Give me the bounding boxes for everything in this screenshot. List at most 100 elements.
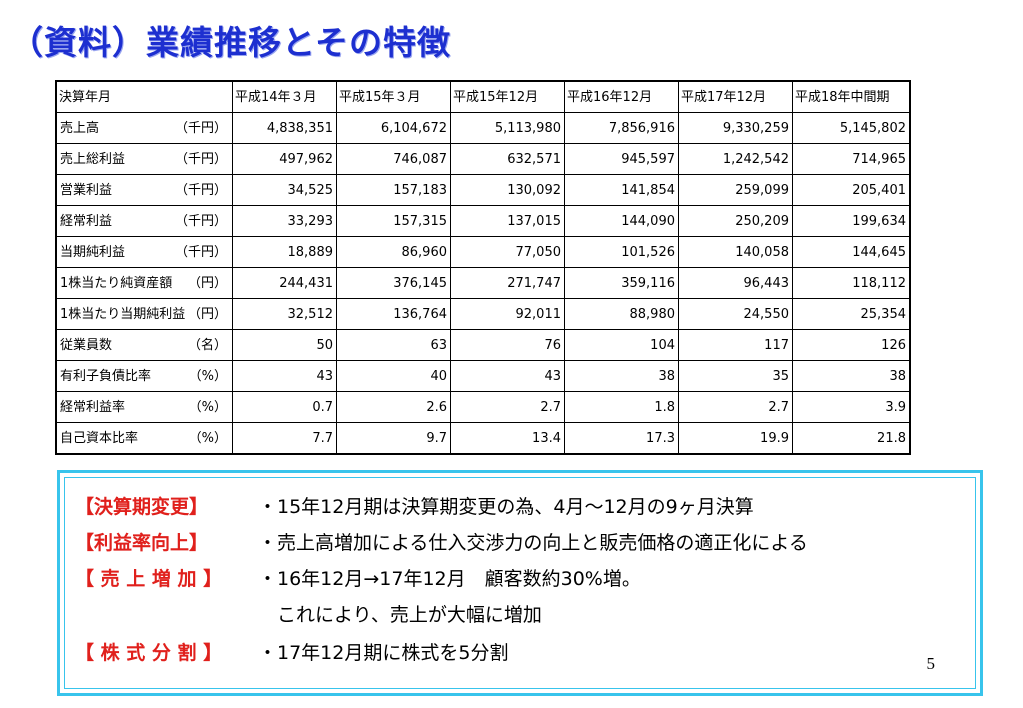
value-cell: 104	[564, 329, 679, 361]
row-unit: （千円）	[174, 244, 227, 260]
value-cell: 17.3	[564, 422, 679, 455]
table-row: （千円） 当期純利益 18,889 86,960 77,050 101,526 140,05…	[55, 236, 911, 268]
table-row: （円） 1株当たり当期純利益 32,512 136,764 92,011 88,980 24…	[55, 298, 911, 330]
note-text: これにより、売上が大幅に増加	[258, 604, 542, 626]
value-cell: 144,645	[792, 236, 911, 268]
value-cell: 2.7	[450, 391, 565, 423]
value-cell: 21.8	[792, 422, 911, 455]
row-unit: （%）	[188, 368, 227, 384]
value-cell: 101,526	[564, 236, 679, 268]
value-cell: 33,293	[232, 205, 337, 237]
note-text: ・15年12月期は決算期変更の為、4月～12月の9ヶ月決算	[258, 496, 754, 518]
row-label-cell: （%） 有利子負債比率	[55, 360, 233, 392]
row-label: 売上高	[60, 120, 100, 136]
row-label-cell: （%） 経常利益率	[55, 391, 233, 423]
header-cell: 決算年月	[55, 80, 233, 113]
value-cell: 7.7	[232, 422, 337, 455]
value-cell: 43	[450, 360, 565, 392]
value-cell: 945,597	[564, 143, 679, 175]
value-cell: 34,525	[232, 174, 337, 206]
row-unit: （千円）	[174, 182, 227, 198]
value-cell: 0.7	[232, 391, 337, 423]
value-cell: 77,050	[450, 236, 565, 268]
table-row: （名） 従業員数 50 63 76 104 117 126	[55, 329, 911, 361]
value-cell: 714,965	[792, 143, 911, 175]
row-label: 自己資本比率	[60, 430, 139, 446]
value-cell: 117	[678, 329, 793, 361]
row-label-cell: （名） 従業員数	[55, 329, 233, 361]
value-cell: 3.9	[792, 391, 911, 423]
value-cell: 5,113,980	[450, 112, 565, 144]
table-row: （%） 自己資本比率 7.7 9.7 13.4 17.3 19.9 21.8	[55, 422, 911, 455]
row-label-cell: （千円） 営業利益	[55, 174, 233, 206]
value-cell: 40	[336, 360, 451, 392]
value-cell: 63	[336, 329, 451, 361]
value-cell: 25,354	[792, 298, 911, 330]
value-cell: 86,960	[336, 236, 451, 268]
value-cell: 1.8	[564, 391, 679, 423]
row-label-cell: （%） 自己資本比率	[55, 422, 233, 455]
row-unit: （%）	[188, 399, 227, 415]
value-cell: 157,315	[336, 205, 451, 237]
value-cell: 199,634	[792, 205, 911, 237]
header-cell: 平成17年12月	[678, 80, 793, 113]
value-cell: 5,145,802	[792, 112, 911, 144]
financial-table: 決算年月 平成14年３月 平成15年３月 平成15年12月 平成16年12月 平…	[55, 80, 911, 455]
row-label-cell: （千円） 当期純利益	[55, 236, 233, 268]
header-cell: 平成16年12月	[564, 80, 679, 113]
value-cell: 157,183	[336, 174, 451, 206]
row-label: 経常利益	[60, 213, 113, 229]
row-label: 売上総利益	[60, 151, 126, 167]
row-label-cell: （円） 1株当たり純資産額	[55, 267, 233, 299]
value-cell: 244,431	[232, 267, 337, 299]
value-cell: 43	[232, 360, 337, 392]
value-cell: 118,112	[792, 267, 911, 299]
value-cell: 359,116	[564, 267, 679, 299]
value-cell: 32,512	[232, 298, 337, 330]
value-cell: 144,090	[564, 205, 679, 237]
value-cell: 271,747	[450, 267, 565, 299]
row-unit: （円）	[187, 306, 227, 322]
row-label-cell: （千円） 経常利益	[55, 205, 233, 237]
row-unit: （%）	[188, 430, 227, 446]
value-cell: 137,015	[450, 205, 565, 237]
value-cell: 76	[450, 329, 565, 361]
value-cell: 130,092	[450, 174, 565, 206]
table-row: （千円） 売上総利益 497,962 746,087 632,571 945,597 1,2…	[55, 143, 911, 175]
notes-box: 5 【決算期変更】 ・15年12月期は決算期変更の為、4月～12月の9ヶ月決算 【利…	[57, 470, 983, 696]
value-cell: 376,145	[336, 267, 451, 299]
value-cell: 18,889	[232, 236, 337, 268]
note-key: 【決算期変更】	[75, 496, 209, 518]
row-label: 1株当たり純資産額	[60, 275, 173, 291]
value-cell: 497,962	[232, 143, 337, 175]
row-unit: （千円）	[174, 120, 227, 136]
table-row: （千円） 売上高 4,838,351 6,104,672 5,113,980 7,856,…	[55, 112, 911, 144]
value-cell: 2.6	[336, 391, 451, 423]
row-unit: （円）	[187, 275, 227, 291]
value-cell: 205,401	[792, 174, 911, 206]
row-label-cell: （円） 1株当たり当期純利益	[55, 298, 233, 330]
table-row: （%） 有利子負債比率 43 40 43 38 35 38	[55, 360, 911, 392]
value-cell: 38	[792, 360, 911, 392]
value-cell: 35	[678, 360, 793, 392]
value-cell: 13.4	[450, 422, 565, 455]
note-text: ・16年12月→17年12月 顧客数約30%増。	[258, 568, 641, 590]
value-cell: 9.7	[336, 422, 451, 455]
note-key: 【利益率向上】	[75, 532, 209, 554]
value-cell: 9,330,259	[678, 112, 793, 144]
row-label-cell: （千円） 売上総利益	[55, 143, 233, 175]
table-header-row: 決算年月 平成14年３月 平成15年３月 平成15年12月 平成16年12月 平…	[55, 80, 911, 113]
value-cell: 38	[564, 360, 679, 392]
value-cell: 141,854	[564, 174, 679, 206]
row-label: 経常利益率	[60, 399, 126, 415]
row-label: 1株当たり当期純利益	[60, 306, 186, 322]
row-unit: （千円）	[174, 151, 227, 167]
value-cell: 96,443	[678, 267, 793, 299]
row-label: 営業利益	[60, 182, 113, 198]
value-cell: 259,099	[678, 174, 793, 206]
header-cell: 平成18年中間期	[792, 80, 911, 113]
value-cell: 1,242,542	[678, 143, 793, 175]
value-cell: 2.7	[678, 391, 793, 423]
value-cell: 7,856,916	[564, 112, 679, 144]
value-cell: 4,838,351	[232, 112, 337, 144]
